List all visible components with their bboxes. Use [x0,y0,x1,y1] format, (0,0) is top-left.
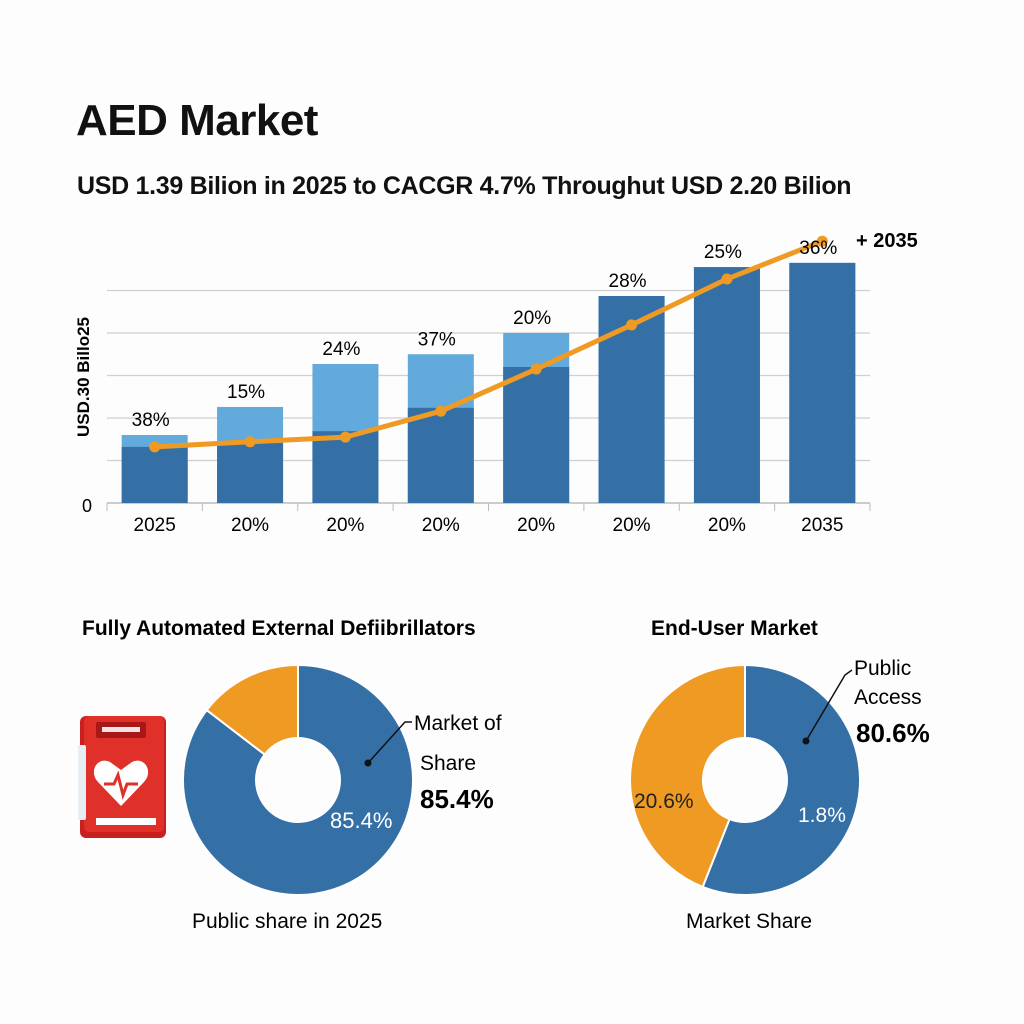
bar-base [503,367,570,503]
subtitle: USD 1.39 Bilion in 2025 to CACGR 4.7% Th… [77,172,852,200]
trend-line [154,238,824,450]
donut2-leader-line [805,669,853,742]
trend-point [530,363,542,375]
donut1-callout-value: 85.4% [420,784,494,814]
x-tick-label: 2025 [134,515,176,536]
trend-point [626,319,638,331]
x-tick-label: 20% [422,515,460,536]
donut1-leader-line [367,721,412,764]
bar-base [693,267,760,503]
x-tick-label: 20% [326,515,364,536]
bar-data-label: 28% [609,271,647,292]
bar-data-label: 38% [132,410,170,431]
trend-point [435,405,447,417]
donut2-callout-line2: Access [854,686,922,709]
donut1-callout-line2: Share [420,752,476,775]
donut2-slice [701,663,861,896]
trend-point [244,436,256,448]
donut1-slice [205,663,299,756]
bar-data-label: 20% [513,308,551,329]
donut2-callout-value: 80.6% [856,718,930,748]
page-title: AED Market [76,96,318,145]
x-tick-label: 20% [708,515,746,536]
x-tick-label: 20% [613,515,651,536]
x-tick-label: 20% [231,515,269,536]
bar-data-label: 36% [799,238,837,259]
bar-data-label: 37% [418,329,456,350]
donut1-slice-label: 85.4% [330,808,392,833]
donut1-leader-dot [364,759,372,767]
bar-base [121,446,188,503]
trend-point [149,441,161,453]
bar-base [789,262,856,503]
trend-point [721,273,733,285]
bar-base [407,407,474,503]
donut1-callout-line1: Market of [414,712,502,735]
bar-data-label: 24% [322,339,360,360]
donut2-slice-label-blue: 1.8% [798,804,846,827]
y-axis-label: USD.30 Billo25 [74,317,93,437]
donut2-callout-line1: Public [854,657,911,680]
bar-base [598,296,665,503]
trend-point [339,431,351,443]
donut2-title: End-User Market [651,617,818,640]
trend-point [816,235,828,247]
y-tick-0: 0 [82,496,92,516]
donut2-caption: Market Share [686,910,812,933]
x-tick-label: 2035 [801,515,843,536]
bar-base [217,443,284,503]
donut1-title: Fully Automated External Defiibrillators [82,617,476,640]
donut1-slice [182,663,414,896]
donut2-leader-dot [802,737,810,745]
aed-device-icon [78,716,166,838]
bar-data-label: 15% [227,382,265,403]
bar-data-label: 25% [704,242,742,263]
x-tick-label: 20% [517,515,555,536]
annotation-2035: + 2035 [856,230,918,252]
bar-base [312,431,379,503]
donut2-slice-label-orange: 20.6% [634,790,694,813]
donut1-caption: Public share in 2025 [192,910,382,933]
donut2-slice [629,663,746,889]
